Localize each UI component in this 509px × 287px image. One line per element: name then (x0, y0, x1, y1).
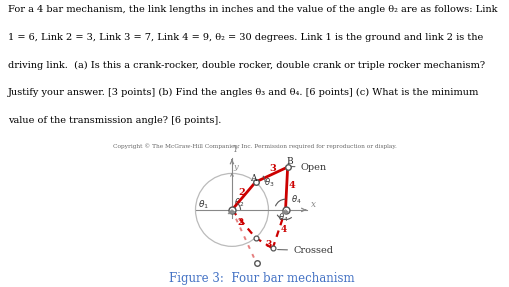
Text: 3: 3 (265, 240, 271, 249)
Text: driving link.  (a) Is this a crank-rocker, double rocker, double crank or triple: driving link. (a) Is this a crank-rocker… (8, 61, 484, 69)
Text: 2: 2 (237, 218, 244, 227)
Text: Y: Y (233, 145, 239, 154)
Text: Figure 3:  Four bar mechanism: Figure 3: Four bar mechanism (169, 272, 354, 285)
Text: Open: Open (291, 162, 326, 172)
Text: $\theta_4$: $\theta_4$ (290, 193, 301, 206)
Text: y: y (233, 163, 237, 171)
Text: 1 = 6, Link 2 = 3, Link 3 = 7, Link 4 = 9, θ₂ = 30 degrees. Link 1 is the ground: 1 = 6, Link 2 = 3, Link 3 = 7, Link 4 = … (8, 32, 482, 42)
Text: $\theta_2$: $\theta_2$ (234, 197, 244, 209)
Text: B: B (286, 157, 293, 166)
Text: A: A (249, 174, 256, 183)
Text: x: x (310, 200, 315, 209)
Text: Crossed: Crossed (277, 246, 332, 255)
Text: For a 4 bar mechanism, the link lengths in inches and the value of the angle θ₂ : For a 4 bar mechanism, the link lengths … (8, 5, 496, 14)
Text: Copyright © The McGraw-Hill Companies, Inc. Permission required for reproduction: Copyright © The McGraw-Hill Companies, I… (113, 143, 396, 149)
Text: 4: 4 (279, 225, 286, 234)
Text: Justify your answer. [3 points] (b) Find the angles θ₃ and θ₄. [6 points] (c) Wh: Justify your answer. [3 points] (b) Find… (8, 88, 478, 98)
Text: value of the transmission angle? [6 points].: value of the transmission angle? [6 poin… (8, 116, 220, 125)
Text: $\theta_3$: $\theta_3$ (264, 176, 274, 189)
Text: 4: 4 (288, 181, 294, 190)
Text: $\theta_4$: $\theta_4$ (277, 212, 288, 224)
Text: 2: 2 (237, 189, 244, 197)
Text: 3: 3 (269, 164, 276, 173)
Text: $\theta_1$: $\theta_1$ (197, 198, 208, 211)
